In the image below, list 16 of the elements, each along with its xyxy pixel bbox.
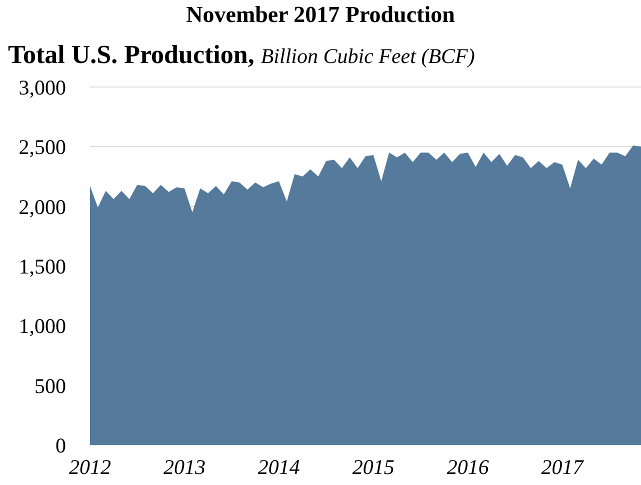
chart-subtitle: Total U.S. Production, <box>8 40 256 69</box>
chart-title: November 2017 Production <box>185 2 456 28</box>
x-tick-label: 2017 <box>541 454 585 479</box>
y-tick-label: 1,500 <box>18 254 66 278</box>
x-tick-label: 2014 <box>258 454 300 479</box>
y-tick-label: 500 <box>34 374 66 398</box>
y-tick-label: 0 <box>56 433 66 458</box>
x-tick-label: 2016 <box>446 454 490 479</box>
y-axis-title: Billion Cubic Feet (BCF) <box>260 44 475 68</box>
y-tick-label: 1,000 <box>18 314 66 338</box>
y-tick-label: 2,000 <box>18 194 66 219</box>
x-tick-label: 2012 <box>69 454 112 479</box>
x-tick-label: 2013 <box>163 454 206 479</box>
y-tick-label: 2,500 <box>18 135 66 160</box>
y-tick-label: 3,000 <box>18 75 66 100</box>
x-tick-label: 2015 <box>352 454 394 479</box>
